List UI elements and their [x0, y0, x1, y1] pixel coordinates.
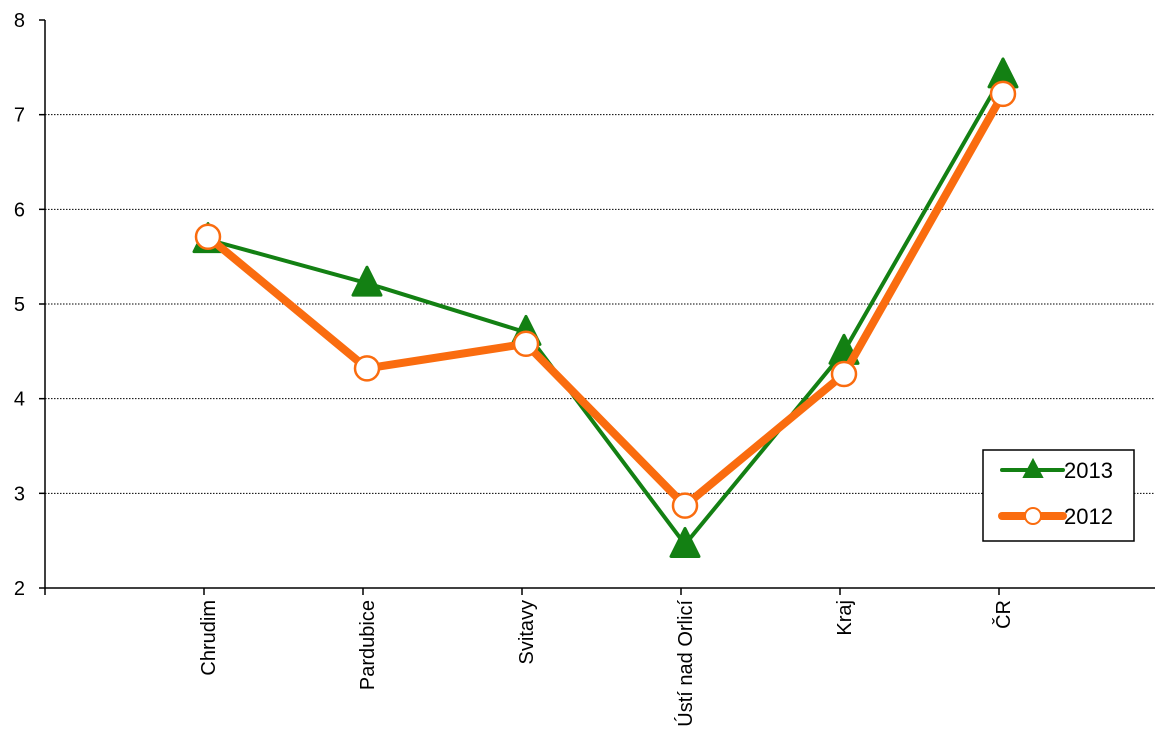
x-category-label: Kraj — [834, 600, 856, 636]
data-point-2012 — [353, 355, 381, 382]
y-axis-ticks: 2 3 4 5 6 7 8 — [14, 10, 45, 600]
x-category-label: Svitavy — [516, 600, 538, 664]
x-category-label: Chrudim — [198, 600, 220, 676]
data-point-2012 — [830, 360, 858, 388]
data-point-2012 — [512, 330, 540, 358]
x-category-label: Ústí nad Orlicí — [674, 600, 697, 727]
y-tick-label: 7 — [14, 105, 25, 127]
legend-swatch-marker — [1024, 507, 1042, 525]
y-tick-label: 6 — [14, 199, 25, 221]
series-2012 — [194, 80, 1017, 519]
series-line-2012 — [204, 89, 1007, 510]
y-tick-label: 8 — [14, 10, 25, 32]
x-category-label: Pardubice — [357, 600, 379, 690]
series-line-2013 — [206, 72, 1005, 547]
series-layer — [192, 57, 1019, 558]
legend-box — [982, 449, 1135, 542]
data-point-2013 — [669, 526, 701, 558]
y-tick-label: 4 — [14, 389, 25, 411]
x-axis-categories: Chrudim Pardubice Svitavy Ústí nad Orlicí Kr… — [44, 588, 1015, 727]
x-category-label: ČR — [992, 600, 1015, 629]
y-tick-label: 3 — [14, 483, 25, 505]
data-point-2012 — [989, 80, 1017, 108]
legend-label: 2012 — [1064, 504, 1113, 529]
data-point-2012 — [194, 223, 222, 251]
legend: 2013 2012 — [982, 449, 1135, 542]
gridlines — [45, 114, 1155, 494]
y-tick-label: 5 — [14, 294, 25, 316]
y-tick-label: 2 — [14, 578, 25, 600]
data-point-2013 — [351, 265, 383, 297]
legend-swatch-marker — [1022, 457, 1044, 478]
data-point-2012 — [671, 492, 699, 519]
legend-label: 2013 — [1064, 458, 1113, 483]
